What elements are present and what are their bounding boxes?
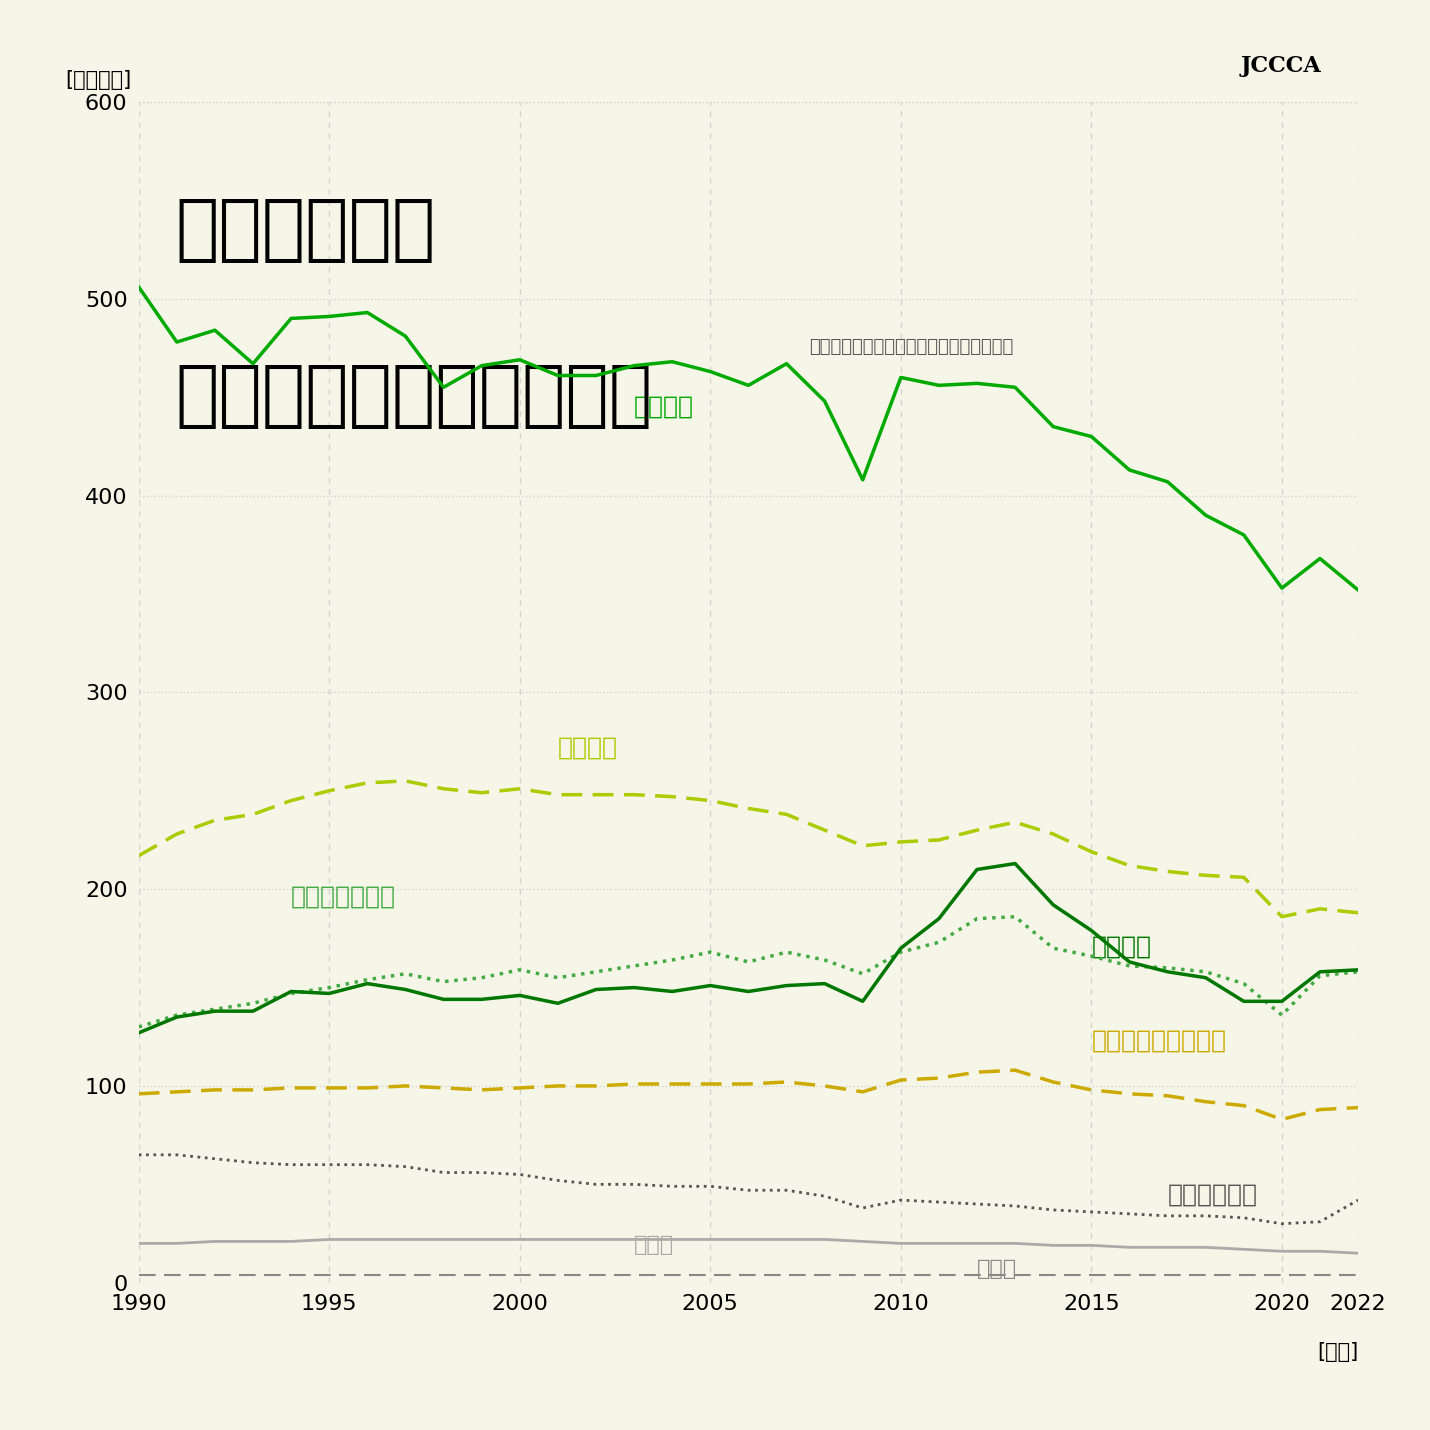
Text: 日本の部門別: 日本の部門別 — [176, 196, 436, 266]
Text: [百万トン]: [百万トン] — [66, 70, 132, 90]
Text: 業務その他部門: 業務その他部門 — [292, 885, 396, 909]
Text: 産業部門: 産業部門 — [633, 395, 694, 419]
Text: 家庭部門: 家庭部門 — [1091, 934, 1151, 958]
Text: 運輸部門: 運輸部門 — [558, 735, 618, 759]
Text: 廃棄物: 廃棄物 — [633, 1236, 674, 1256]
Text: 出典）温室効果ガスインベントリオフィス: 出典）温室効果ガスインベントリオフィス — [809, 337, 1014, 356]
Text: エネルギー転換部門: エネルギー転換部門 — [1091, 1028, 1227, 1052]
Text: [年度]: [年度] — [1317, 1341, 1358, 1361]
Text: JCCCA: JCCCA — [1241, 54, 1321, 77]
Text: その他: その他 — [977, 1258, 1017, 1278]
Text: 工業プロセス: 工業プロセス — [1167, 1183, 1257, 1205]
Text: 二酸化炭素排出量の推移: 二酸化炭素排出量の推移 — [176, 362, 652, 430]
